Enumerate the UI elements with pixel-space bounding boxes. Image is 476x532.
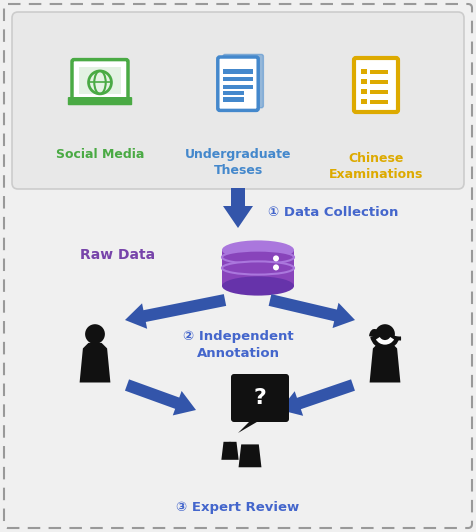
Text: Chinese
Examinations: Chinese Examinations <box>329 152 423 181</box>
Ellipse shape <box>222 251 294 264</box>
Polygon shape <box>280 379 355 416</box>
Text: Raw Data: Raw Data <box>80 248 155 262</box>
Ellipse shape <box>222 240 294 260</box>
Circle shape <box>242 446 258 462</box>
Circle shape <box>224 442 236 454</box>
FancyBboxPatch shape <box>223 92 244 95</box>
Circle shape <box>273 255 279 261</box>
FancyBboxPatch shape <box>223 85 253 89</box>
FancyBboxPatch shape <box>12 12 464 189</box>
Ellipse shape <box>222 277 294 296</box>
FancyBboxPatch shape <box>223 97 244 102</box>
FancyBboxPatch shape <box>231 374 289 422</box>
Polygon shape <box>238 419 262 433</box>
Polygon shape <box>125 379 196 415</box>
FancyBboxPatch shape <box>354 58 398 112</box>
FancyBboxPatch shape <box>223 69 253 73</box>
Text: ③ Expert Review: ③ Expert Review <box>177 502 299 514</box>
FancyBboxPatch shape <box>361 79 367 84</box>
FancyBboxPatch shape <box>361 89 367 94</box>
Text: ② Independent
Annotation: ② Independent Annotation <box>183 330 293 360</box>
Text: Undergraduate
Theses: Undergraduate Theses <box>185 148 291 177</box>
Polygon shape <box>268 294 355 328</box>
FancyBboxPatch shape <box>370 89 387 94</box>
FancyBboxPatch shape <box>370 70 387 73</box>
Polygon shape <box>238 444 261 467</box>
Polygon shape <box>79 343 110 383</box>
FancyBboxPatch shape <box>222 250 294 286</box>
Text: ① Data Collection: ① Data Collection <box>268 205 398 219</box>
FancyBboxPatch shape <box>370 99 387 104</box>
Ellipse shape <box>222 261 294 275</box>
Circle shape <box>85 324 105 344</box>
Polygon shape <box>369 343 400 383</box>
Text: ?: ? <box>254 388 267 408</box>
FancyBboxPatch shape <box>223 54 263 108</box>
FancyBboxPatch shape <box>218 57 258 111</box>
Polygon shape <box>223 188 253 228</box>
FancyBboxPatch shape <box>361 69 367 74</box>
FancyBboxPatch shape <box>361 99 367 104</box>
Polygon shape <box>125 294 226 329</box>
Text: Social Media: Social Media <box>56 148 144 161</box>
Circle shape <box>273 264 279 270</box>
FancyBboxPatch shape <box>79 67 121 94</box>
Circle shape <box>375 324 395 344</box>
FancyBboxPatch shape <box>4 4 472 528</box>
FancyBboxPatch shape <box>370 79 387 84</box>
FancyBboxPatch shape <box>72 60 128 100</box>
FancyBboxPatch shape <box>68 97 132 105</box>
Polygon shape <box>221 442 238 460</box>
FancyBboxPatch shape <box>223 77 253 81</box>
